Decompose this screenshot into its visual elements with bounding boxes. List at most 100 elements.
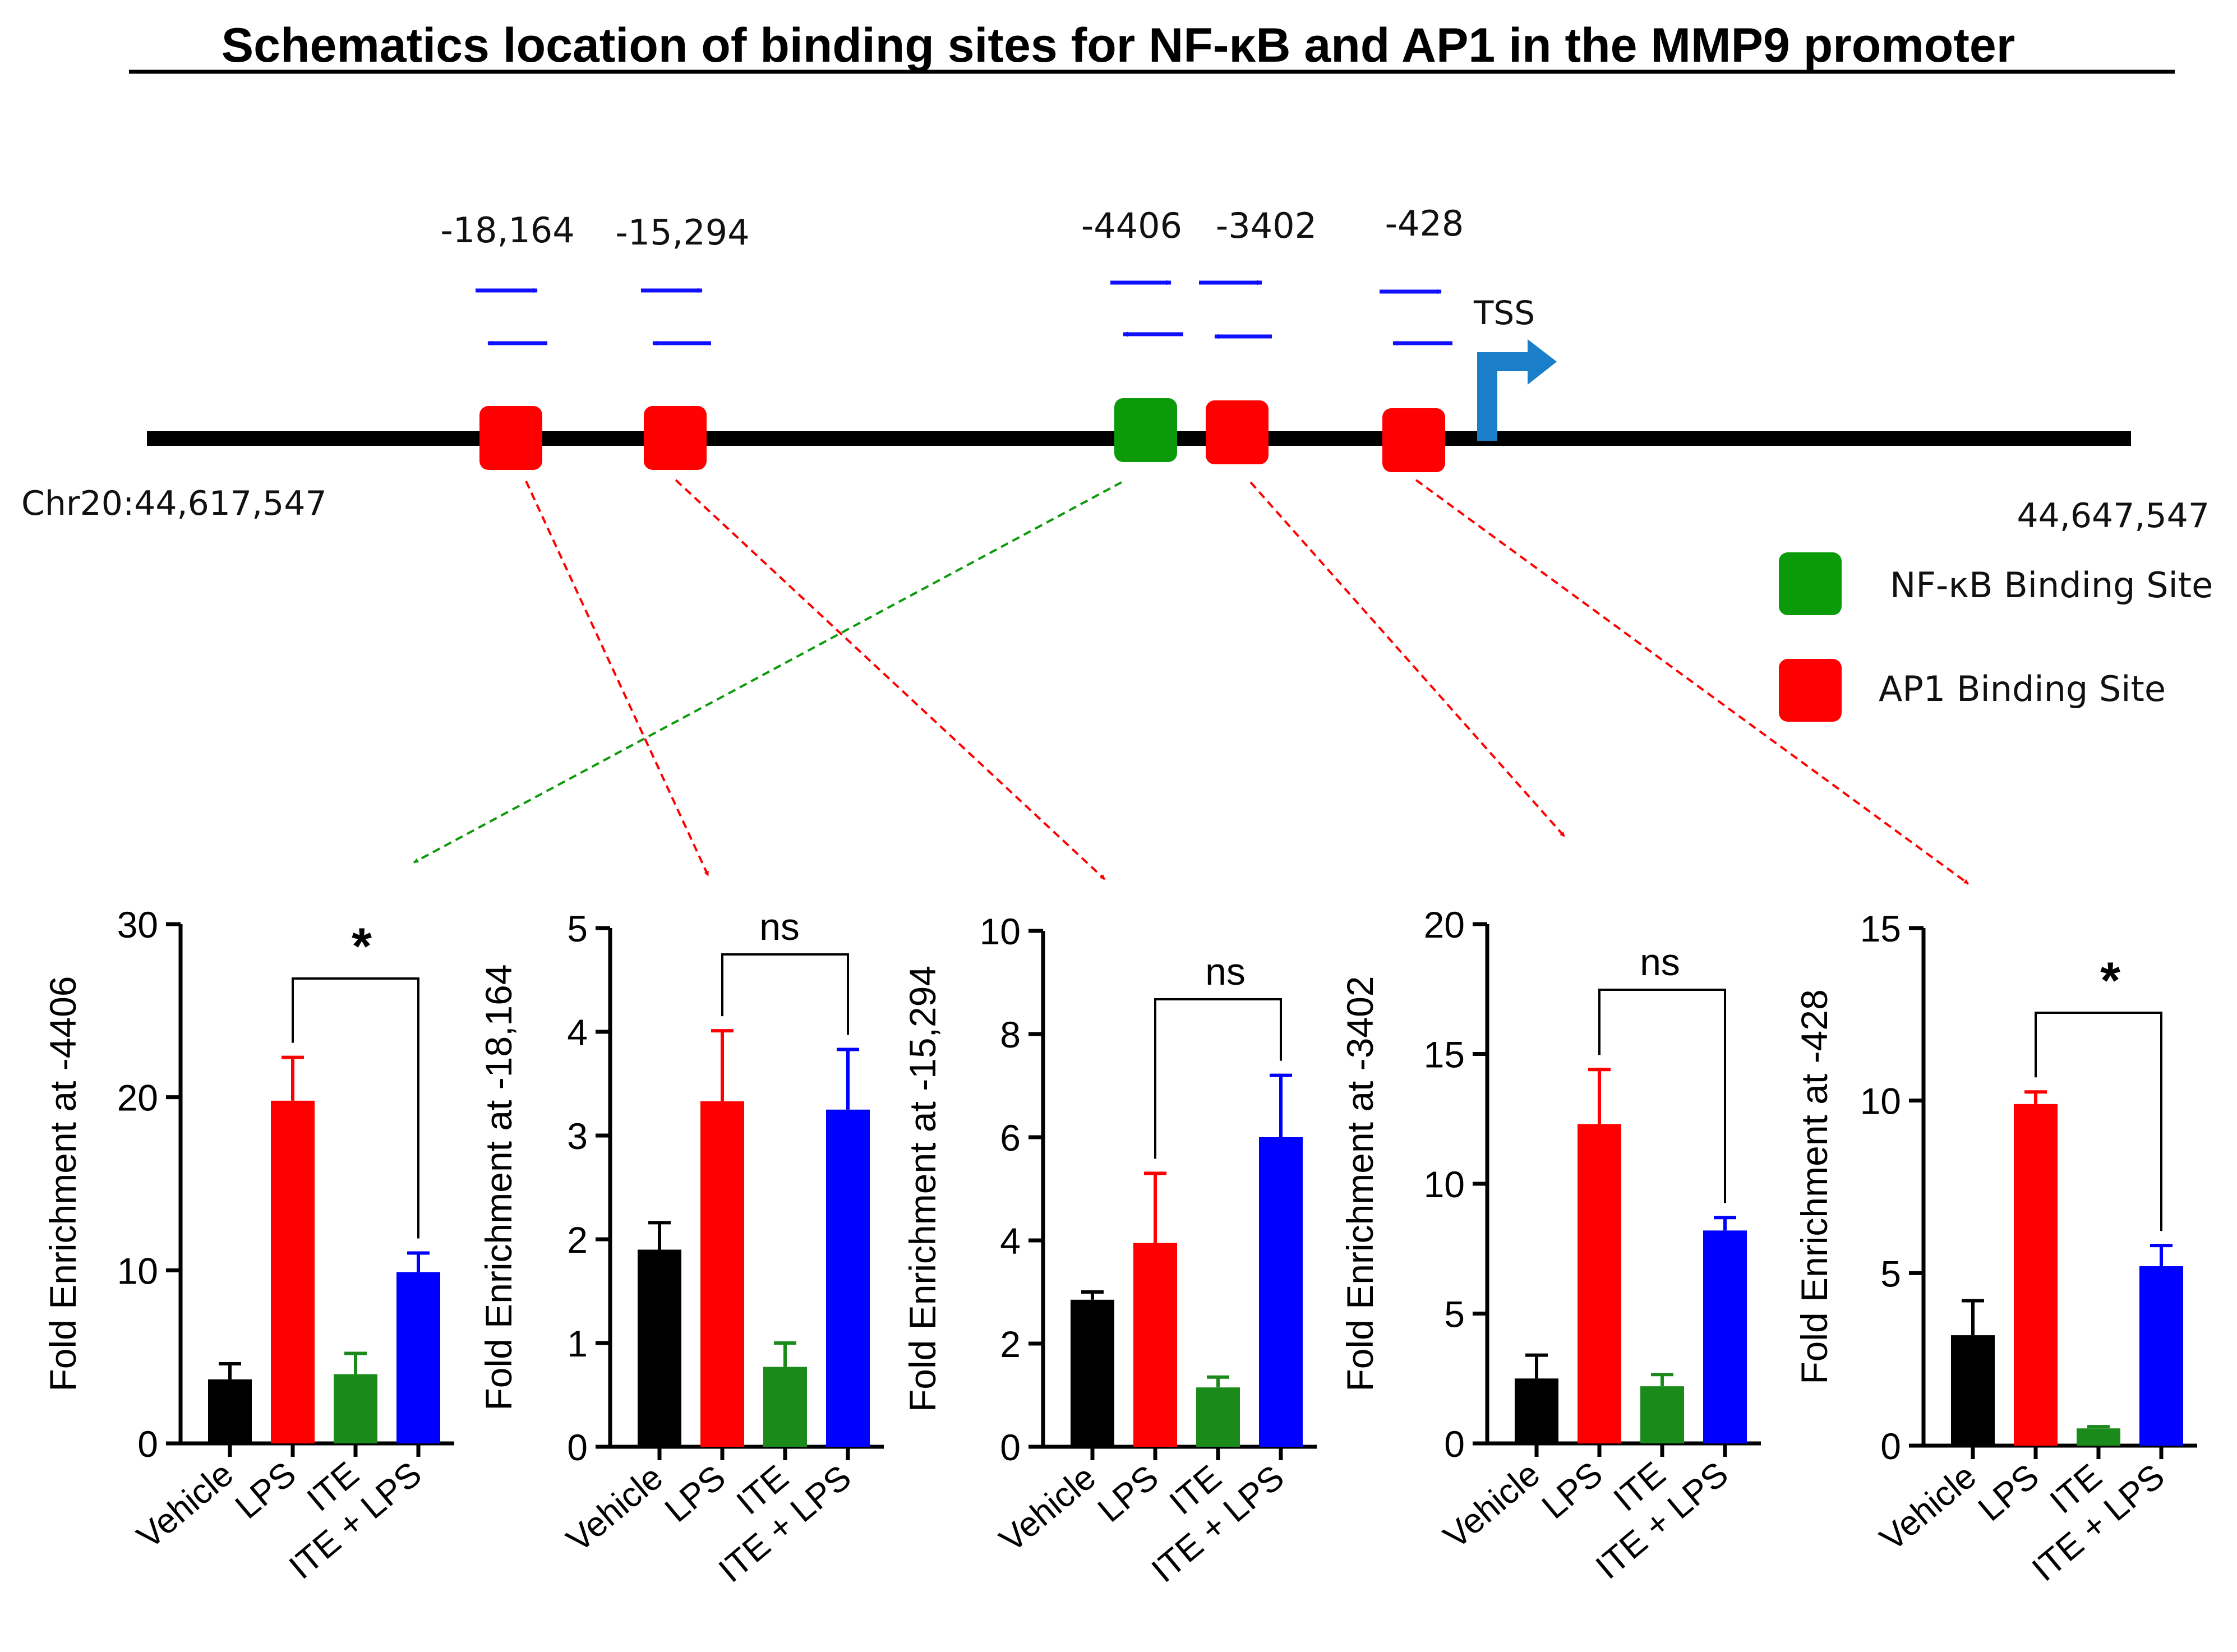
site-to-chart-pointers (413, 479, 1970, 885)
y-axis-title: Fold Enrichment at -15,294 (902, 966, 943, 1412)
y-tick-label: 5 (567, 908, 588, 949)
chr-start-label: Chr20:44,617,547 (21, 484, 327, 523)
position-label-3402: -3402 (1216, 205, 1317, 246)
significance-bracket (1598, 989, 1726, 1203)
nfkb-site-4406 (1114, 398, 1177, 462)
y-tick-label: 10 (1424, 1164, 1465, 1205)
ap1-site-18164 (479, 406, 542, 470)
ap1-site-3402 (1206, 400, 1269, 464)
y-tick-label: 20 (1424, 904, 1465, 945)
x-tick-label: LPS (658, 1458, 733, 1530)
chr-end-label: 44,647,547 (2017, 496, 2210, 536)
pointer-ap1-18164 (525, 481, 709, 876)
y-tick-label: 20 (117, 1077, 158, 1119)
y-tick-label: 8 (1000, 1014, 1021, 1055)
y-tick-label: 10 (117, 1250, 158, 1291)
y-tick-label: 5 (1880, 1253, 1901, 1294)
y-tick-label: 1 (567, 1323, 588, 1364)
x-tick-label: LPS (1535, 1455, 1610, 1526)
ap1-site-15294 (644, 406, 707, 470)
legend-swatch-nfkb (1779, 552, 1842, 615)
chart-2: 0 1 2 3 4 5 Fold Enrichment at -18,164 VehicleL… (478, 906, 884, 1590)
significance-label: ns (759, 906, 800, 948)
legend: NF-κB Binding Site AP1 Binding Site (1779, 552, 2213, 722)
y-tick-label: 6 (1000, 1117, 1021, 1159)
bar (1133, 1243, 1177, 1447)
position-label-4406: -4406 (1081, 205, 1182, 246)
y-tick-label: 2 (1000, 1323, 1021, 1365)
legend-swatch-ap1 (1779, 659, 1842, 722)
chart-1: 0 10 20 30 Fold Enrichment at -4406 VehicleLP… (42, 904, 454, 1586)
y-tick-label: 5 (1444, 1294, 1465, 1335)
bar (1703, 1230, 1747, 1443)
bar (2014, 1104, 2058, 1446)
x-tick-label: LPS (1091, 1458, 1166, 1530)
y-tick-label: 30 (117, 904, 158, 945)
y-axis-title: Fold Enrichment at -3402 (1339, 976, 1381, 1391)
y-axis-title: Fold Enrichment at -18,164 (478, 964, 519, 1410)
tss-label: TSS (1473, 294, 1535, 332)
chart-3: 0 2 4 6 8 10 Fold Enrichment at -15,294 Vehicle… (902, 911, 1317, 1590)
y-tick-label: 2 (567, 1219, 588, 1261)
bar (763, 1367, 807, 1447)
significance-label: * (352, 918, 372, 975)
tss-arrow-icon (1477, 339, 1557, 441)
y-tick-label: 15 (1424, 1034, 1465, 1076)
y-tick-label: 15 (1860, 908, 1901, 949)
y-tick-label: 0 (1880, 1425, 1901, 1467)
position-label-428: -428 (1385, 203, 1464, 244)
chart-4: 0 5 10 15 20 Fold Enrichment at -3402 VehicleL… (1339, 904, 1761, 1586)
y-axis-title: Fold Enrichment at -4406 (42, 976, 84, 1391)
position-label-18164: -18,164 (440, 210, 574, 251)
bar (1578, 1124, 1621, 1443)
primer-arrows (476, 280, 1452, 346)
bar (208, 1379, 252, 1443)
significance-bracket (292, 977, 419, 1239)
significance-bracket (2035, 1012, 2162, 1231)
y-tick-label: 4 (1000, 1220, 1021, 1262)
y-axis-title: Fold Enrichment at -428 (1793, 989, 1835, 1384)
bar (1640, 1386, 1684, 1443)
bar (334, 1374, 377, 1443)
bar (271, 1100, 315, 1443)
significance-label: ns (1640, 941, 1680, 984)
y-tick-label: 4 (567, 1012, 588, 1053)
x-tick-label: Vehicle (1872, 1457, 1984, 1558)
pointer-ap1-15294 (675, 479, 1106, 880)
bar (638, 1249, 681, 1447)
position-label-15294: -15,294 (615, 212, 749, 253)
legend-label-nfkb: NF-κB Binding Site (1890, 565, 2213, 606)
x-tick-label: Vehicle (1436, 1455, 1547, 1556)
bar (1259, 1137, 1303, 1447)
pointer-ap1-428 (1415, 479, 1970, 885)
significance-bracket (1154, 998, 1282, 1159)
pointer-nfkb-4406 (413, 481, 1122, 864)
y-tick-label: 0 (1000, 1427, 1021, 1468)
y-tick-label: 10 (1860, 1081, 1901, 1122)
x-tick-label: Vehicle (992, 1458, 1103, 1559)
bar (396, 1272, 440, 1443)
y-tick-label: 0 (1444, 1423, 1465, 1465)
x-tick-label: LPS (228, 1455, 303, 1526)
bar (1515, 1378, 1558, 1443)
y-tick-label: 0 (567, 1427, 588, 1468)
bar (1951, 1335, 1995, 1446)
bar (1071, 1299, 1114, 1447)
x-tick-label: Vehicle (559, 1458, 670, 1559)
legend-label-ap1: AP1 Binding Site (1879, 668, 2166, 709)
y-tick-label: 0 (137, 1423, 158, 1465)
promoter-schematic: TSS -18,164 -15,294 -4406 -3402 -428 Chr… (21, 203, 2213, 885)
pointer-ap1-3402 (1249, 481, 1566, 838)
significance-label: * (2100, 952, 2120, 1009)
figure-title: Schematics location of binding sites for… (222, 19, 2015, 72)
y-tick-label: 3 (567, 1115, 588, 1157)
significance-label: ns (1205, 950, 1246, 993)
y-tick-label: 10 (980, 911, 1021, 952)
x-tick-label: LPS (1971, 1457, 2046, 1529)
ap1-site-428 (1382, 408, 1445, 472)
x-tick-label: Vehicle (130, 1455, 241, 1556)
significance-bracket (721, 953, 849, 1035)
bar (700, 1101, 744, 1447)
bar (2139, 1266, 2183, 1446)
